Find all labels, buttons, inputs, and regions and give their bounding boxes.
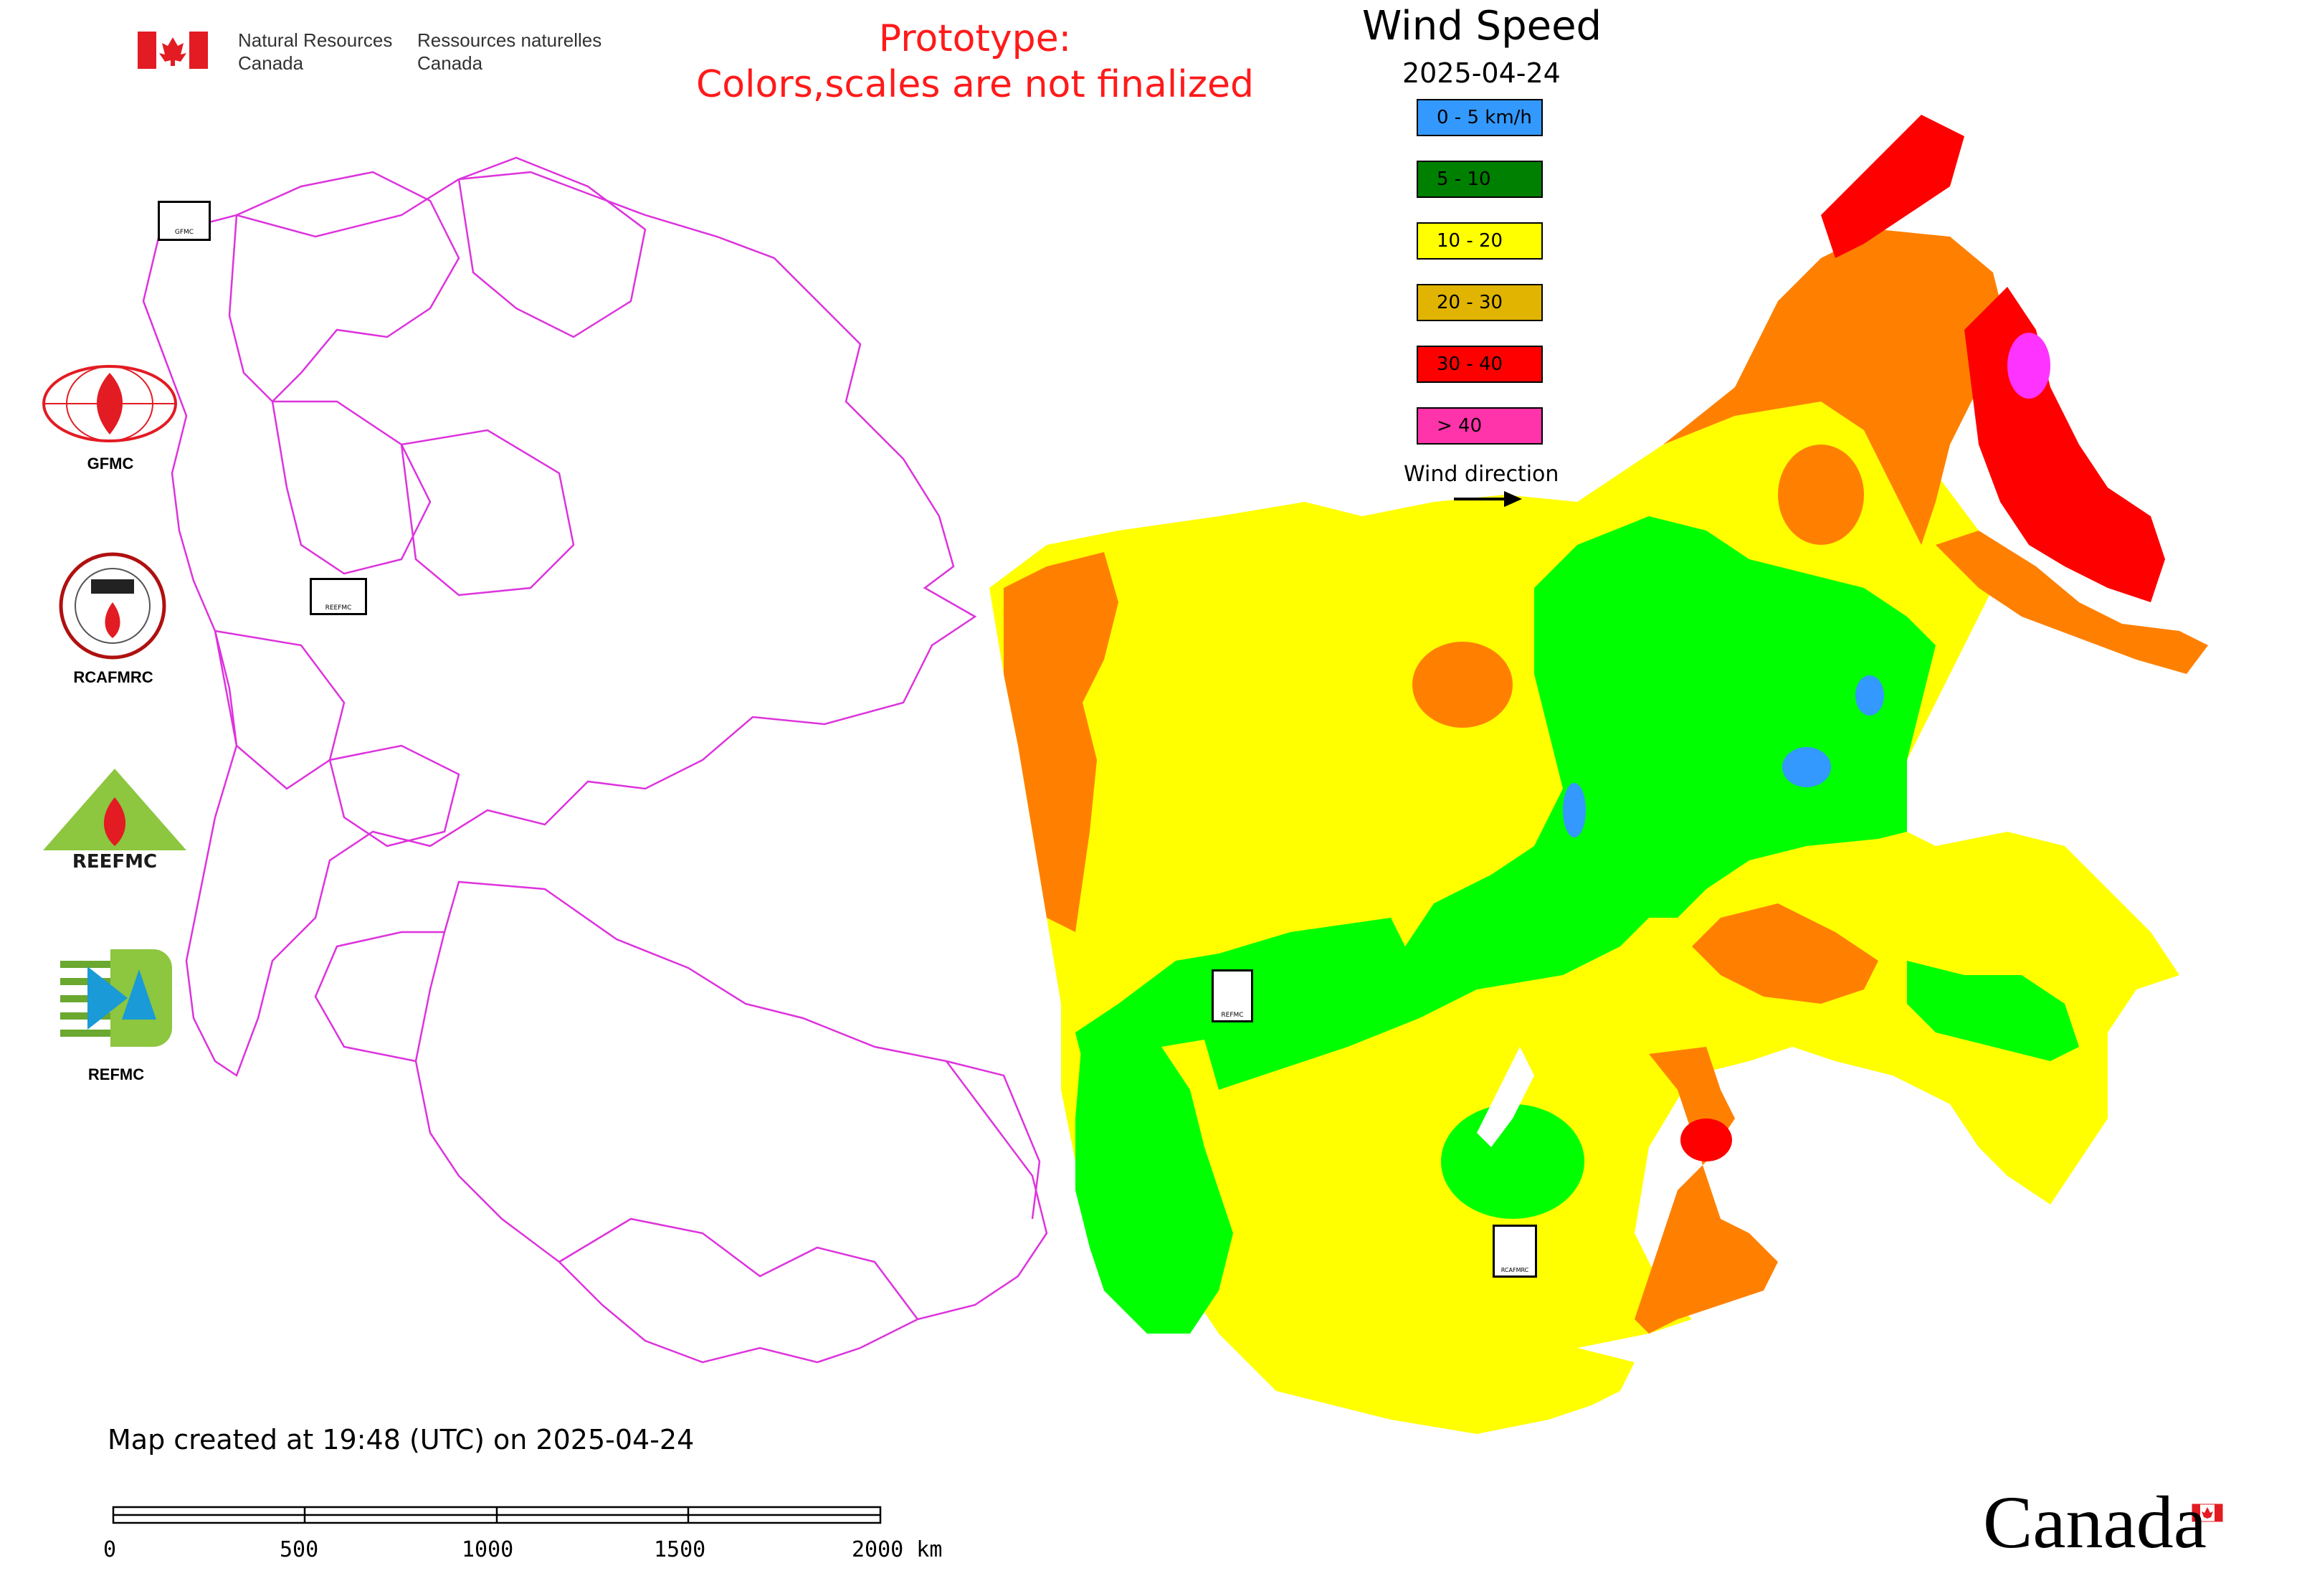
dept-name-en-line1: Natural Resources	[238, 29, 393, 51]
scale-bar	[112, 1506, 882, 1524]
legend-item-0-5: 0 - 5 km/h	[1417, 99, 1543, 136]
rcafmrc-marker-icon[interactable]: RCAFMRC	[1493, 1225, 1537, 1278]
rcafmrc-logo-label: RCAFMRC	[73, 668, 153, 686]
prototype-notice: Prototype: Colors,scales are not finaliz…	[645, 16, 1305, 108]
refmc-marker-icon[interactable]: REFMC	[1212, 969, 1253, 1022]
legend-item-10-20: 10 - 20	[1417, 222, 1543, 260]
prototype-notice-line1: Prototype:	[878, 17, 1072, 60]
dept-name-fr-line2: Canada	[417, 52, 483, 74]
map-date: 2025-04-24	[1402, 57, 1561, 89]
prototype-notice-line2: Colors,scales are not finalized	[695, 63, 1255, 106]
canada-flag-icon	[138, 32, 208, 69]
reefmc-marker-icon[interactable]: REEFMC	[310, 578, 367, 615]
scale-tick-0: 0	[103, 1537, 117, 1562]
legend-item-20-30: 20 - 30	[1417, 284, 1543, 321]
wind-direction-label: Wind direction	[1404, 462, 1559, 487]
refmc-logo-label: REFMC	[87, 1065, 145, 1083]
wind-zones	[989, 115, 2208, 1434]
map-title: Wind Speed	[1362, 3, 1602, 49]
legend-item-5-10: 5 - 10	[1417, 161, 1543, 198]
dept-name-en-line2: Canada	[238, 52, 304, 74]
scale-tick-1500: 1500	[654, 1537, 706, 1562]
map-created-text: Map created at 19:48 (UTC) on 2025-04-24	[108, 1424, 695, 1455]
dept-name-fr-line1: Ressources naturelles	[417, 29, 602, 51]
gfmc-logo-label: GFMC	[87, 455, 134, 472]
legend-item-30-40: 30 - 40	[1417, 346, 1543, 383]
dept-name-en: Natural Resources Canada	[238, 29, 392, 75]
gfmc-marker-icon[interactable]: GFMC	[158, 201, 211, 241]
scale-tick-2000: 2000 km	[852, 1537, 943, 1562]
rcafmrc-logo-icon	[59, 552, 166, 660]
scale-tick-500: 500	[280, 1537, 319, 1562]
gfmc-logo-icon	[42, 364, 178, 443]
canada-wordmark: Canada	[1983, 1481, 2207, 1564]
country-boundaries	[142, 156, 1048, 1364]
scale-tick-1000: 1000	[462, 1537, 514, 1562]
wind-direction-arrow-icon	[1454, 490, 1522, 508]
dept-name-fr: Ressources naturelles Canada	[417, 29, 601, 75]
legend-item-over-40: > 40	[1417, 407, 1543, 445]
reefmc-logo-wordmark: REEFMC	[72, 851, 157, 873]
wordmark-flag-icon	[2192, 1504, 2223, 1522]
reefmc-logo-icon: REEFMC	[37, 766, 192, 873]
refmc-logo-icon	[59, 948, 173, 1048]
